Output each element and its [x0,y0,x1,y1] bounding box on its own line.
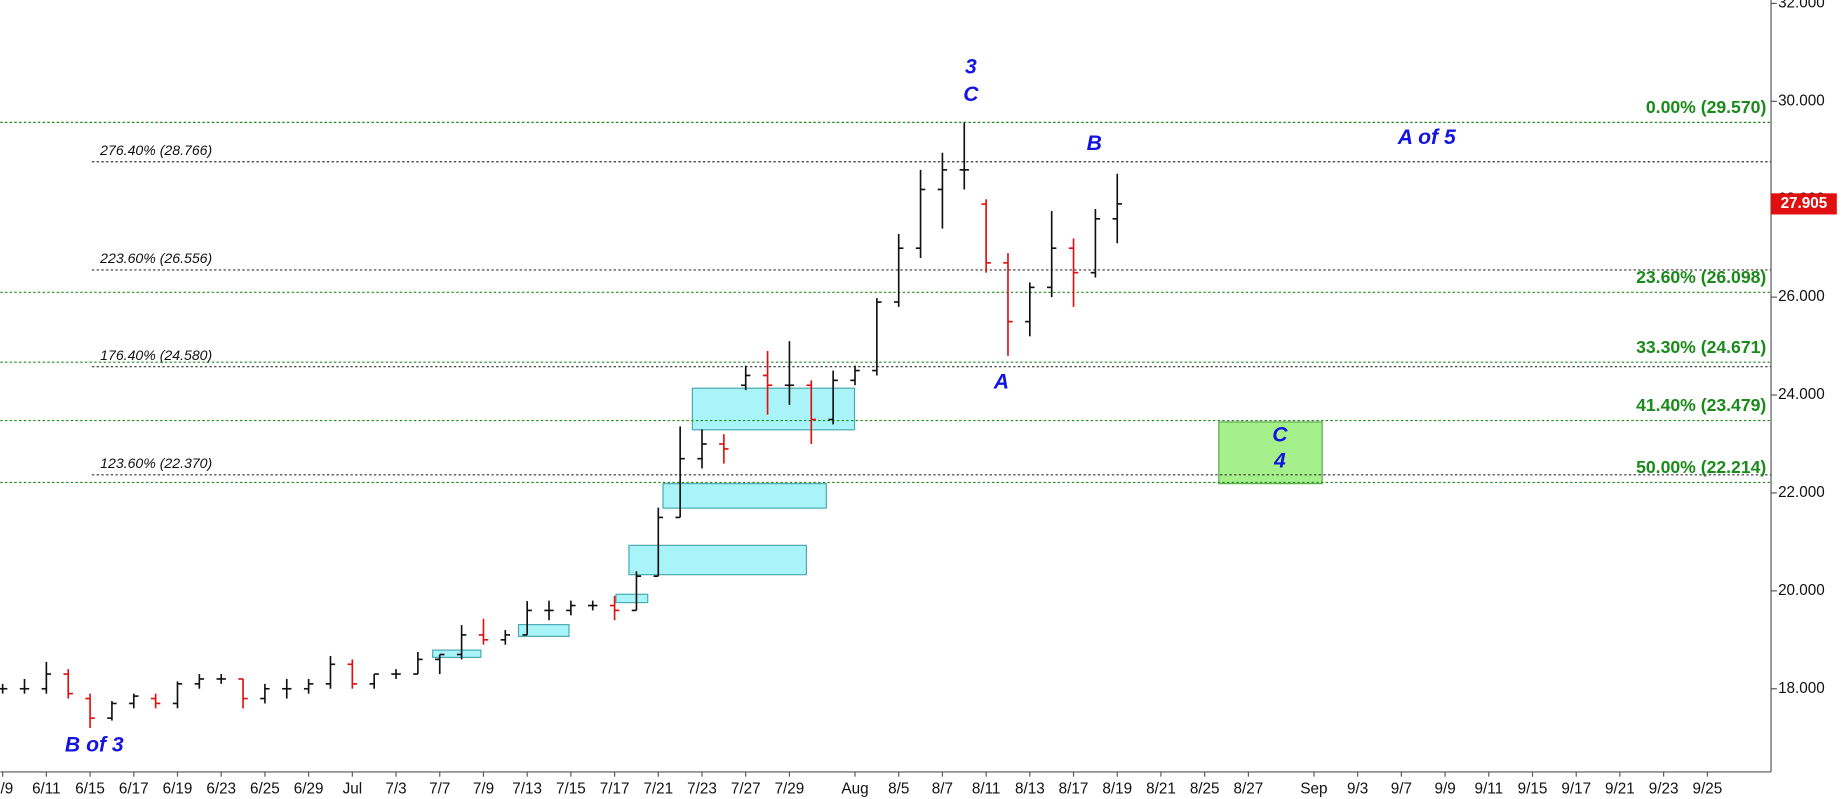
x-tick-label: 6/9 [0,781,13,798]
x-tick-label: 6/19 [163,781,193,798]
wave-label: A of 5 [1397,126,1456,149]
y-tick-label: 22.000 [1778,484,1825,501]
x-tick-label: 8/7 [932,781,953,798]
x-tick-label: 9/11 [1475,781,1504,798]
x-tick-label: 9/23 [1649,781,1679,798]
y-tick-label: 32.000 [1778,0,1825,11]
target-zone [1218,421,1323,485]
retracement-label: 41.40% (23.479) [1636,395,1766,415]
retracement-label: 23.60% (26.098) [1636,267,1766,287]
retracement-label: 50.00% (22.214) [1636,457,1766,477]
x-tick-label: 7/13 [512,781,542,798]
wave-label: C [963,83,979,106]
x-tick-label: 6/15 [75,781,105,798]
wave-label: A [993,371,1009,394]
extension-label: 276.40% (28.766) [99,142,212,158]
x-tick-label: Aug [841,781,868,798]
x-tick-label: 9/17 [1561,781,1591,798]
wave-label: B of 3 [65,734,124,757]
wave-label: C [1272,424,1288,447]
retracement-label: 33.30% (24.671) [1636,337,1766,357]
x-tick-label: 7/21 [643,781,673,798]
x-tick-label: 8/5 [888,781,909,798]
retracement-label: 0.00% (29.570) [1646,97,1766,117]
x-tick-label: 6/17 [119,781,149,798]
x-tick-label: 7/15 [556,781,586,798]
x-tick-label: 6/25 [250,781,280,798]
x-tick-label: 9/7 [1391,781,1412,798]
gap-zone [517,624,570,637]
x-tick-label: 7/23 [687,781,717,798]
x-tick-label: 7/7 [429,781,450,798]
y-tick-label: 20.000 [1778,582,1825,599]
x-tick-label: 9/3 [1347,781,1368,798]
extension-label: 123.60% (22.370) [100,455,212,471]
x-tick-label: 7/27 [731,781,761,798]
gap-zone [432,649,482,659]
y-tick-label: 24.000 [1778,386,1825,403]
x-tick-label: 8/27 [1234,781,1264,798]
gap-zone [691,387,856,431]
x-tick-label: 8/17 [1059,781,1089,798]
x-tick-label: 8/25 [1190,781,1220,798]
wave-label: 3 [965,56,977,79]
last-price-label: 27.905 [1781,195,1828,212]
x-tick-label: 8/19 [1102,781,1132,798]
x-tick-label: 9/15 [1518,781,1548,798]
x-tick-label: Sep [1300,781,1327,798]
extension-label: 223.60% (26.556) [99,250,212,266]
x-tick-label: 9/21 [1605,781,1635,798]
x-tick-label: 7/9 [473,781,494,798]
x-tick-label: 9/25 [1692,781,1722,798]
wave-label: B [1087,132,1102,155]
x-tick-label: 7/29 [775,781,805,798]
last-price-tag [1771,193,1837,215]
x-tick-label: 8/21 [1146,781,1176,798]
x-tick-label: 7/17 [600,781,630,798]
x-tick-label: 8/13 [1015,781,1045,798]
gap-zone [662,483,827,509]
x-tick-label: 9/9 [1434,781,1455,798]
x-tick-label: Jul [343,781,363,798]
y-tick-label: 18.000 [1778,680,1825,697]
x-tick-label: 6/23 [206,781,236,798]
gap-zone [615,593,649,604]
gap-zone [628,544,807,576]
y-tick-label: 26.000 [1778,288,1825,305]
x-tick-label: 8/11 [972,781,1001,798]
extension-label: 176.40% (24.580) [100,347,212,363]
x-tick-label: 7/3 [385,781,406,798]
wave-label: 4 [1273,449,1286,472]
y-tick-label: 30.000 [1778,92,1825,109]
x-tick-label: 6/11 [32,781,61,798]
x-tick-label: 6/29 [294,781,324,798]
